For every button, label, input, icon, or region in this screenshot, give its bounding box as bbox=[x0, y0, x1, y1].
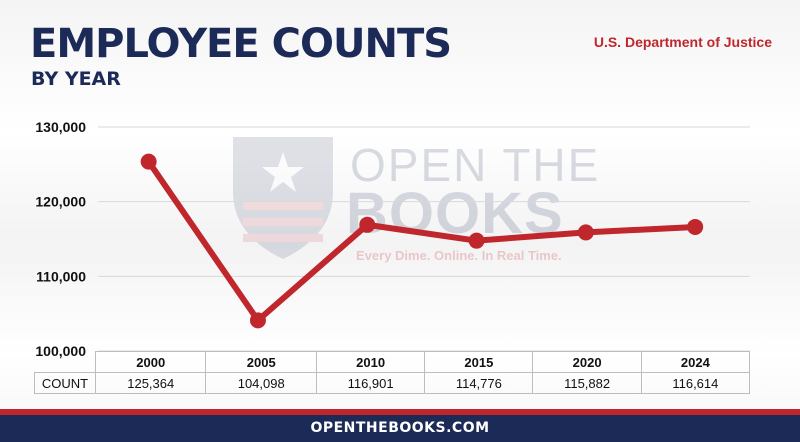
table-header-row: 2000 2005 2010 2015 2020 2024 bbox=[34, 351, 751, 373]
table-cell: 104,098 bbox=[205, 372, 317, 394]
shield-logo-watermark bbox=[233, 137, 333, 259]
series-line bbox=[145, 158, 699, 324]
chart-subtitle: BY YEAR bbox=[31, 68, 121, 90]
table-cell: 114,776 bbox=[424, 372, 534, 394]
data-point bbox=[140, 153, 157, 170]
table-cell: 116,614 bbox=[640, 372, 751, 394]
table-cell: 116,901 bbox=[315, 372, 426, 394]
table-row: COUNT 125,364 104,098 116,901 114,776 11… bbox=[34, 372, 751, 394]
chart-title: EMPLOYEE COUNTS bbox=[30, 21, 452, 67]
footer-red-stripe bbox=[0, 409, 800, 415]
footer-website-link[interactable]: OPENTHEBOOKS.COM bbox=[310, 420, 490, 436]
table-row-label: COUNT bbox=[34, 372, 96, 394]
data-point bbox=[249, 312, 266, 329]
data-point bbox=[359, 216, 376, 233]
data-point bbox=[577, 224, 594, 241]
table-year-header: 2000 bbox=[94, 351, 207, 373]
series-points bbox=[140, 153, 704, 329]
data-table: 2000 2005 2010 2015 2020 2024 COUNT 125,… bbox=[34, 351, 751, 394]
y-tick-label: 120,000 bbox=[35, 194, 86, 210]
table-year-header: 2005 bbox=[205, 351, 317, 373]
table-year-header: 2015 bbox=[424, 351, 534, 373]
footer-bar bbox=[0, 415, 800, 442]
watermark-text-line1: OPEN THE bbox=[350, 139, 601, 191]
table-cell: 125,364 bbox=[94, 372, 207, 394]
grid-lines bbox=[98, 126, 750, 352]
table-year-header: 2010 bbox=[315, 351, 426, 373]
y-tick-label: 110,000 bbox=[36, 268, 86, 284]
table-year-header: 2024 bbox=[640, 351, 751, 373]
table-corner bbox=[34, 351, 96, 373]
table-cell: 115,882 bbox=[532, 372, 642, 394]
watermark-tagline: Every Dime. Online. In Real Time. bbox=[356, 248, 562, 263]
series-lines bbox=[145, 158, 699, 324]
data-point bbox=[468, 232, 485, 249]
source-label: U.S. Department of Justice bbox=[593, 34, 772, 50]
y-tick-label: 130,000 bbox=[35, 119, 86, 135]
table-year-header: 2020 bbox=[532, 351, 642, 373]
data-point bbox=[687, 218, 704, 235]
